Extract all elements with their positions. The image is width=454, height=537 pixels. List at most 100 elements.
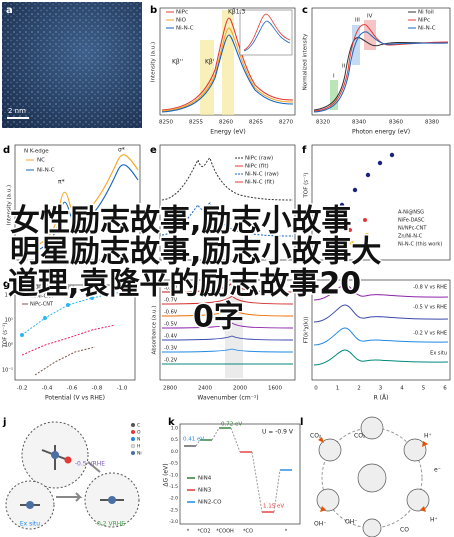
axis-label: Photon energy (eV) <box>352 129 410 136</box>
state-label: Ex situ <box>20 521 40 528</box>
tick-label: -0.8 <box>92 386 103 392</box>
panel-label: j <box>2 417 6 428</box>
tick-label: 0 <box>314 386 318 392</box>
tick-label: 8260 <box>219 120 233 126</box>
intermediate <box>357 463 387 493</box>
plot-frame <box>14 284 136 381</box>
point <box>90 296 94 300</box>
annotation: Kβ1,3 <box>228 9 245 16</box>
overlay-text: 0字 <box>193 300 244 335</box>
spectrum <box>313 284 449 301</box>
curve <box>161 34 294 113</box>
legend-label: A-Ni@NSG <box>398 210 424 216</box>
axis-label: ΔG (eV) <box>163 463 170 486</box>
potential-label: -0.7V <box>164 298 178 304</box>
legend-label: NiPc (fit) <box>245 164 269 170</box>
intermediate <box>360 416 384 440</box>
point <box>350 241 354 245</box>
axis-label: Intensity (a.u.) <box>7 185 13 225</box>
axis-label: R (Å) <box>374 395 389 402</box>
point <box>389 152 395 158</box>
panel-label: l <box>300 417 303 428</box>
legend-label: Ni-N-C (raw) <box>245 172 279 178</box>
curve <box>313 37 449 111</box>
tick-label: 6 <box>443 386 447 392</box>
energy-label: 0.72 eV <box>221 422 242 428</box>
highlight <box>222 10 234 115</box>
tick-label: -0.6 <box>67 386 78 392</box>
curve <box>16 154 139 251</box>
tick-label: 1.0 <box>171 426 178 432</box>
scale-bar-label: 2 nm <box>8 107 26 115</box>
scale-bar <box>7 117 29 119</box>
intermediate <box>316 488 340 512</box>
tick-label: 8360 <box>389 120 403 126</box>
point <box>339 202 345 208</box>
potential-label: -0.5 V vs RHE <box>413 305 447 311</box>
axis-label: TOF (s⁻¹) <box>2 323 9 349</box>
tick-label: 10² <box>5 293 13 299</box>
trend-line <box>21 324 116 356</box>
legend-label: NiN2-CO <box>198 500 222 506</box>
point <box>377 160 383 166</box>
panel-label: a <box>6 5 13 16</box>
tick-label: 3 <box>379 386 383 392</box>
overlay-text: 女性励志故事,励志小故事 <box>10 204 351 239</box>
potential-label: -0.2 V vs RHE <box>413 331 447 337</box>
potential-label: -0.3V <box>164 346 178 352</box>
plot-frame <box>311 144 451 261</box>
point <box>365 233 369 237</box>
inset-curve <box>243 20 291 52</box>
annotation: IV <box>367 14 373 20</box>
legend-label: NC <box>37 158 45 164</box>
atom <box>51 451 59 459</box>
legend-label: NiO <box>176 18 187 24</box>
tick-label: 2000 <box>233 386 247 392</box>
potential-label: -0.5V <box>164 322 178 328</box>
species-label: OH⁻ <box>314 521 326 528</box>
panel-label: c <box>302 5 308 16</box>
spectrum <box>313 327 449 346</box>
tick-label: 10⁰ <box>5 343 13 349</box>
step-label: * <box>187 529 190 535</box>
tick-label: -2.5 <box>169 507 178 513</box>
arrow <box>320 506 326 512</box>
inset <box>239 9 293 56</box>
legend-label: Ni/NPc-CNT <box>398 226 427 232</box>
state-label: -0.5 VRHE <box>75 461 105 468</box>
overlay-text: 道理,袁隆平的励志故事20 <box>8 267 361 302</box>
arrow <box>422 441 428 447</box>
annotation: Kβ'' <box>172 59 183 66</box>
legend-label: Ni foil <box>418 10 434 16</box>
tick-label: 1 <box>336 386 340 392</box>
potential-label: -0.9V <box>164 286 178 292</box>
intermediate <box>406 488 430 512</box>
spectrum <box>161 335 294 341</box>
potential-label: Ex situ <box>430 351 447 357</box>
point <box>336 248 340 252</box>
intermediates <box>316 416 430 537</box>
legend-label: Zn/Ni-N-C <box>398 234 423 240</box>
point <box>348 228 352 232</box>
legend-label: Ni-N-C <box>418 26 436 32</box>
highlight <box>330 80 338 110</box>
legend-label: NiPc (raw) <box>245 156 273 162</box>
panel-label: b <box>150 5 157 16</box>
tick-label: 8340 <box>352 120 366 126</box>
species-label: CO₂ <box>310 433 322 440</box>
spectrum <box>313 304 449 323</box>
overlay-text: 明星励志故事,励志小故事大 <box>10 235 381 270</box>
tick-label: 8265 <box>249 120 263 126</box>
legend-label: Ni-N-C (fit) <box>245 180 274 186</box>
step-label: * <box>285 529 288 535</box>
state-label: -0.2 VRHE <box>95 521 125 528</box>
legend-dot <box>131 423 135 427</box>
point <box>333 238 337 242</box>
tick-label: 10¹ <box>5 318 13 324</box>
energy-levels <box>184 427 292 513</box>
spectrum <box>161 322 294 329</box>
inset-curve <box>243 13 291 51</box>
tick-label: -1.5 <box>169 484 178 490</box>
atom <box>108 496 116 504</box>
